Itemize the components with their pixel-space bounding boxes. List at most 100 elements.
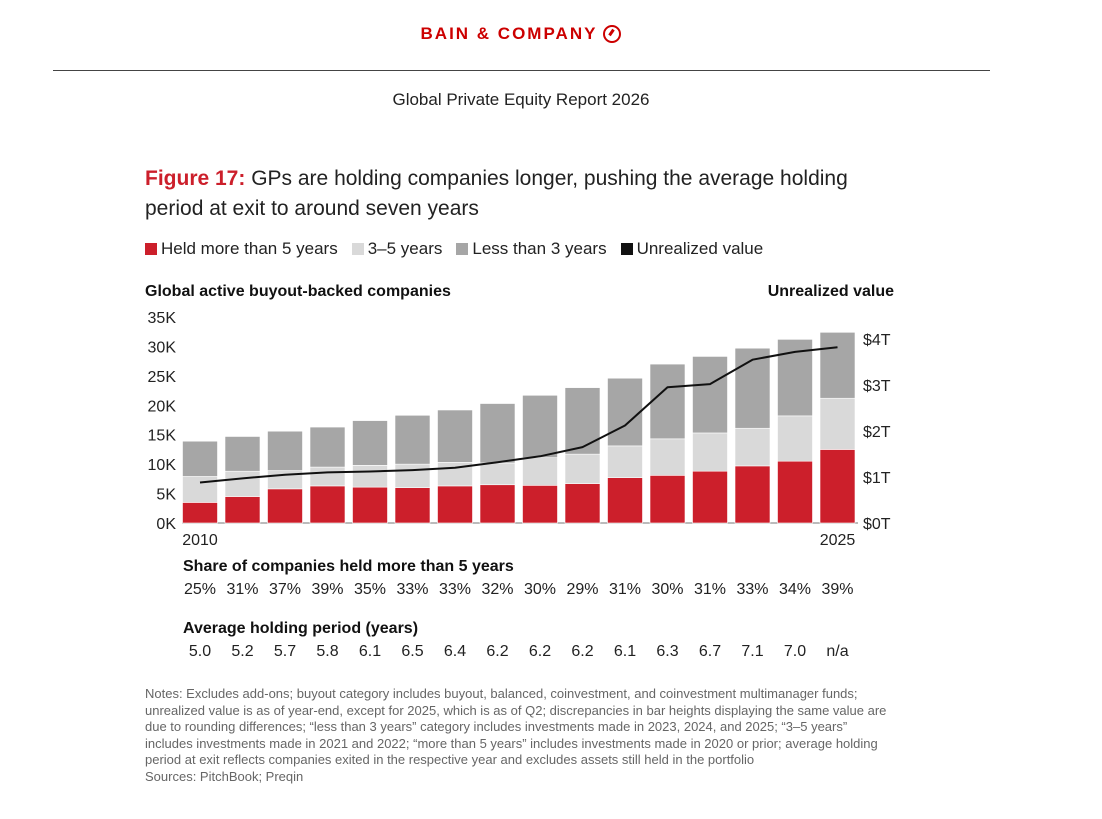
figure-title-text: GPs are holding companies longer, pushin… [145, 167, 848, 220]
bar-segment-held-more-than-5 [267, 488, 303, 524]
legend-label: Held more than 5 years [161, 239, 338, 258]
holding-period-value: 6.1 [613, 643, 637, 660]
holding-period-value: 6.2 [486, 643, 509, 660]
notes: Notes: Excludes add-ons; buyout category… [145, 686, 895, 786]
bar-segment-less-than-3 [734, 347, 771, 429]
unrealized-value-line [199, 346, 838, 484]
holding-period-value: n/a [826, 643, 849, 660]
brand-mark-icon [603, 25, 622, 43]
bar-segment-held-more-than-5 [182, 502, 218, 524]
y-left-tick-label: 0K [156, 516, 176, 533]
y-right-tick-label: $3T [863, 378, 891, 395]
legend-swatch [456, 243, 469, 255]
figure-label: Figure 17: [145, 167, 246, 190]
y-right-tick-label: $4T [863, 332, 891, 349]
y-left-tick-label: 10K [148, 457, 177, 474]
share-row: 25% 31% 37% 39% 35% 33% 33% 32% 30% 29% 31% 30% 31% 3… [0, 581, 1102, 601]
share-value: 35% [353, 581, 387, 598]
notes-text: Notes: Excludes add-ons; buyout category… [145, 686, 887, 768]
bar-segment-less-than-3 [479, 403, 516, 464]
bar-segment-held-more-than-5 [224, 496, 261, 524]
legend-swatch [351, 243, 364, 255]
legend-swatch [620, 243, 633, 255]
x-tick-label: 2025 [820, 532, 856, 549]
bar-segment-held-more-than-5 [649, 475, 686, 524]
y-left-tick-label: 30K [148, 339, 177, 356]
bar-segment-years-3-5 [394, 463, 431, 488]
bar-segment-held-more-than-5 [522, 485, 558, 524]
bar-segment-held-more-than-5 [734, 465, 771, 524]
holding-period-value: 5.2 [231, 643, 254, 660]
holding-row: 5.0 5.2 5.7 5.8 6.1 6.5 6.4 6.2 6.2 6.2 6.1 6.3 6.7 7… [0, 643, 1102, 663]
bar-segment-held-more-than-5 [607, 477, 643, 524]
share-value: 33% [438, 581, 472, 598]
brand-logo: BAIN & COMPANY [0, 24, 1042, 44]
holding-period-value: 7.0 [783, 643, 807, 660]
bar-segment-less-than-3 [564, 387, 601, 455]
y-right-tick-label: $2T [863, 424, 891, 441]
legend-label: Unrealized value [636, 239, 764, 258]
header-divider [53, 70, 990, 71]
bar-segment-less-than-3 [352, 420, 388, 466]
bar-segment-years-3-5 [309, 466, 346, 487]
y-left-tick-label: 25K [148, 369, 177, 386]
x-tick-label: 2010 [182, 532, 218, 549]
bar-segment-years-3-5 [224, 470, 261, 497]
holding-period-value: 6.5 [401, 643, 424, 660]
y-right-tick-label: $1T [863, 470, 891, 487]
bar-segment-held-more-than-5 [394, 487, 431, 524]
sources-text: Sources: PitchBook; Preqin [145, 768, 304, 784]
bar-segment-less-than-3 [437, 409, 473, 463]
share-value: 31% [608, 581, 642, 598]
bar-segment-held-more-than-5 [437, 485, 473, 524]
bar-segment-years-3-5 [607, 445, 643, 478]
holding-period-value: 6.7 [698, 643, 722, 660]
share-row-title: Share of companies held more than 5 year… [183, 558, 514, 575]
share-value: 39% [311, 581, 344, 598]
bar-segment-held-more-than-5 [479, 484, 516, 524]
holding-period-value: 5.7 [273, 643, 297, 660]
y-left-tick-label: 5K [156, 487, 176, 504]
chart-legend: Held more than 5 years 3–5 years Less th… [145, 239, 763, 259]
bar-segment-years-3-5 [479, 462, 516, 486]
share-value: 29% [566, 581, 599, 598]
brand-name: BAIN & COMPANY [420, 24, 598, 43]
bar-segment-years-3-5 [692, 432, 728, 472]
figure-title: Figure 17: GPs are holding companies lon… [145, 164, 865, 224]
share-value: 33% [396, 581, 429, 598]
share-value: 33% [736, 581, 769, 598]
holding-period-value: 5.8 [316, 643, 339, 660]
legend-item-unrealized: Unrealized value [620, 239, 764, 259]
bar-segment-less-than-3 [182, 440, 218, 477]
bar-segment-years-3-5 [819, 397, 856, 450]
bar-segment-less-than-3 [649, 363, 686, 440]
report-title: Global Private Equity Report 2026 [392, 90, 650, 109]
share-value: 37% [268, 581, 302, 598]
holding-period-value: 6.1 [358, 643, 382, 660]
bar-segment-less-than-3 [224, 436, 261, 472]
holding-period-value: 6.4 [443, 643, 467, 660]
bar-segment-years-3-5 [734, 427, 771, 467]
holding-row-title: Average holding period (years) [183, 620, 419, 637]
legend-item-less-than-3: Less than 3 years [456, 239, 607, 259]
right-axis-title: Unrealized value [767, 283, 894, 300]
holding-period-value: 6.3 [656, 643, 679, 660]
bar-segment-less-than-3 [267, 430, 303, 471]
holding-period-value: 5.0 [188, 643, 212, 660]
bar-segment-held-more-than-5 [777, 460, 813, 524]
share-value: 30% [523, 581, 557, 598]
stacked-bar-chart: 0K 5K 10K 15K 20K 25K 30K 35K $0T $1T $2T $3T $4T 201… [148, 310, 891, 549]
bar-segment-years-3-5 [352, 465, 388, 488]
share-value: 32% [481, 581, 514, 598]
share-value: 30% [651, 581, 684, 598]
holding-period-value: 6.2 [528, 643, 552, 660]
bar-segment-held-more-than-5 [564, 483, 601, 524]
bar-segment-years-3-5 [649, 438, 686, 476]
holding-period-value: 6.2 [571, 643, 594, 660]
left-axis-title: Global active buyout-backed companies [145, 283, 451, 300]
bar-segment-held-more-than-5 [692, 470, 728, 524]
bar-segment-held-more-than-5 [352, 486, 388, 524]
y-left-tick-label: 15K [148, 428, 177, 445]
legend-swatch [145, 243, 157, 255]
bar-segment-held-more-than-5 [309, 485, 346, 524]
